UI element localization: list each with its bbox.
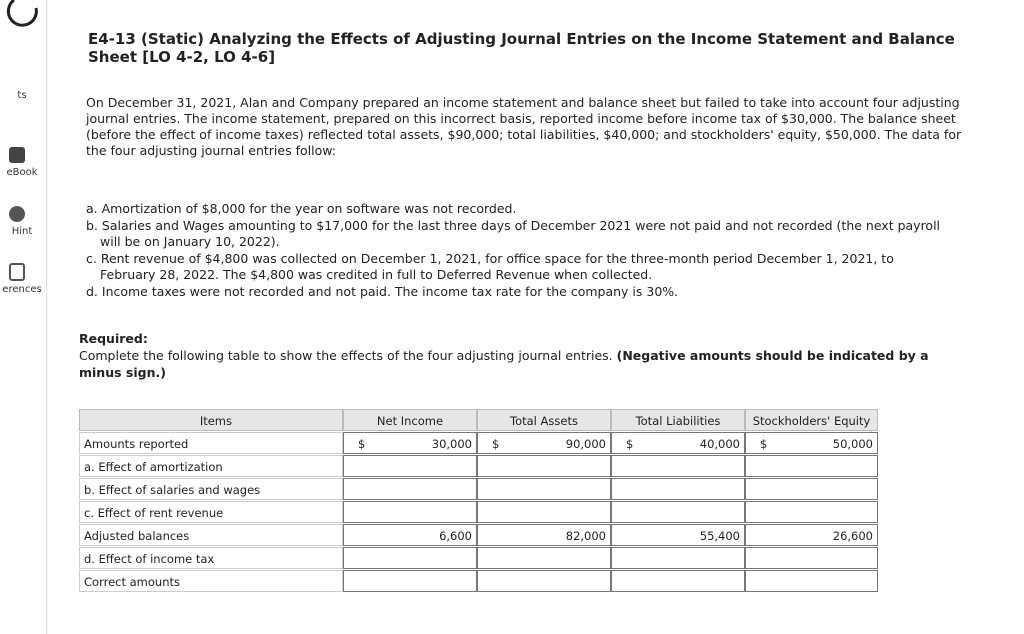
column-header: Stockholders' Equity: [745, 409, 878, 431]
row-label: Correct amounts: [79, 570, 343, 592]
currency: $: [492, 437, 500, 451]
input-cell[interactable]: [343, 501, 477, 523]
table-row: Correct amounts: [79, 570, 879, 593]
sidebar-item[interactable]: eBook: [6, 167, 38, 178]
amount-cell: $50,000: [745, 432, 878, 454]
amount: 90,000: [565, 437, 606, 451]
input-cell[interactable]: [343, 570, 477, 592]
required: Required: Complete the following table t…: [79, 330, 959, 381]
required-text: Complete the following table to show the…: [79, 348, 613, 363]
input-cell[interactable]: [745, 547, 878, 569]
amount: 82,000: [565, 529, 606, 543]
amount-cell: $40,000: [611, 432, 745, 454]
table-row: Amounts reported $30,000 $90,000 $40,000 $50…: [79, 432, 879, 455]
table: Items Net Income Total Assets Total Liabili…: [79, 409, 879, 593]
amount: 30,000: [431, 437, 472, 451]
required-label: Required:: [79, 331, 148, 346]
table-row: c. Effect of rent revenue: [79, 501, 879, 524]
input-cell[interactable]: [611, 501, 745, 523]
column-header: Items: [79, 409, 343, 431]
input-cell[interactable]: [343, 455, 477, 477]
header-row: Items Net Income Total Assets Total Liabili…: [79, 409, 879, 432]
sidebar-item[interactable]: erences: [2, 284, 42, 295]
input-cell[interactable]: [343, 478, 477, 500]
input-cell[interactable]: [611, 478, 745, 500]
input-cell[interactable]: [611, 570, 745, 592]
amount-cell: $90,000: [477, 432, 611, 454]
currency: $: [358, 437, 366, 451]
currency: $: [626, 437, 634, 451]
amount-cell: 26,600: [745, 524, 878, 546]
logo-fragment: [6, 0, 38, 27]
ebook-icon: [9, 147, 25, 163]
sidebar-item[interactable]: ts: [17, 90, 27, 101]
input-cell[interactable]: [477, 501, 611, 523]
row-label: a. Effect of amortization: [79, 455, 343, 477]
table-row: Adjusted balances 6,600 82,000 55,400 26,600: [79, 524, 879, 547]
amount: 40,000: [699, 437, 740, 451]
row-label: d. Effect of income tax: [79, 547, 343, 569]
sidebar-item[interactable]: Hint: [11, 226, 33, 237]
entry: b. Salaries and Wages amounting to $17,0…: [86, 218, 941, 249]
amount-cell: $30,000: [343, 432, 477, 454]
currency: $: [760, 437, 768, 451]
input-cell[interactable]: [477, 570, 611, 592]
column-header: Net Income: [343, 409, 477, 431]
input-cell[interactable]: [745, 478, 878, 500]
amount: 50,000: [832, 437, 873, 451]
amount: 26,600: [832, 529, 873, 543]
input-cell[interactable]: [477, 547, 611, 569]
intro: On December 31, 2021, Alan and Company p…: [86, 95, 962, 158]
entries: a. Amortization of $8,000 for the year o…: [86, 201, 946, 301]
column-header: Total Assets: [477, 409, 611, 431]
entry: d. Income taxes were not recorded and no…: [86, 284, 679, 299]
column-header: Total Liabilities: [611, 409, 745, 431]
input-cell[interactable]: [343, 547, 477, 569]
amount: 55,400: [699, 529, 740, 543]
input-cell[interactable]: [477, 455, 611, 477]
row-label: c. Effect of rent revenue: [79, 501, 343, 523]
input-cell[interactable]: [611, 455, 745, 477]
sidebar: ts eBook Hint erences: [0, 0, 47, 634]
row-label: Adjusted balances: [79, 524, 343, 546]
input-cell[interactable]: [745, 455, 878, 477]
table-row: a. Effect of amortization: [79, 455, 879, 478]
amount-cell: 6,600: [343, 524, 477, 546]
row-label: Amounts reported: [79, 432, 343, 454]
amount: 6,600: [439, 529, 472, 543]
references-icon: [9, 263, 25, 281]
input-cell[interactable]: [477, 478, 611, 500]
hint-icon: [9, 206, 25, 222]
input-cell[interactable]: [745, 501, 878, 523]
entry: a. Amortization of $8,000 for the year o…: [86, 201, 517, 216]
row-label: b. Effect of salaries and wages: [79, 478, 343, 500]
input-cell[interactable]: [611, 547, 745, 569]
table-row: b. Effect of salaries and wages: [79, 478, 879, 501]
title: E4-13 (Static) Analyzing the Effects of …: [88, 30, 955, 66]
entry: c. Rent revenue of $4,800 was collected …: [86, 251, 894, 282]
required-note: (Negative amounts should be indicated by…: [79, 348, 929, 380]
table-row: d. Effect of income tax: [79, 547, 879, 570]
amount-cell: 55,400: [611, 524, 745, 546]
amount-cell: 82,000: [477, 524, 611, 546]
input-cell[interactable]: [745, 570, 878, 592]
